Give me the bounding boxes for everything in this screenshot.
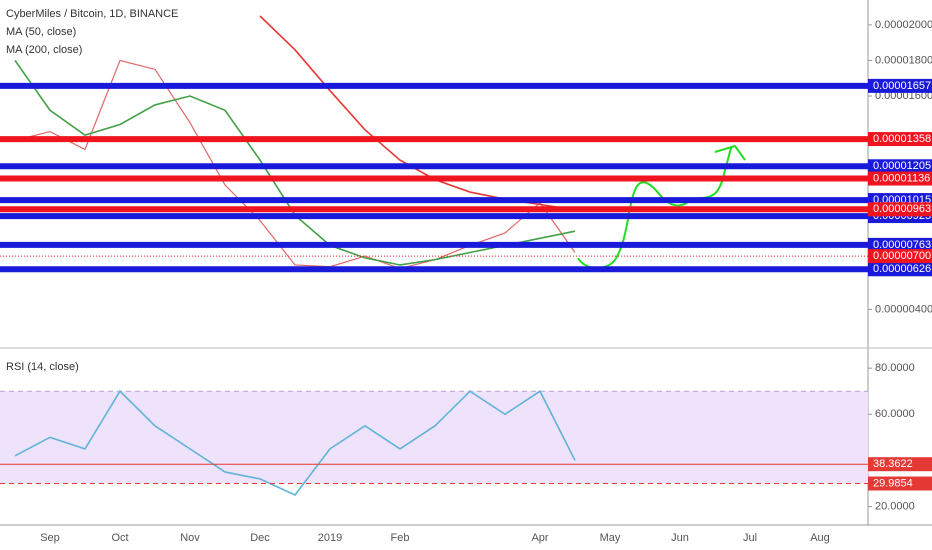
level-label-bg: [868, 457, 932, 472]
series-line: [14, 389, 576, 497]
x-tick-label: Jul: [743, 532, 757, 544]
legend-entry: MA (200, close): [6, 44, 82, 56]
level-label: 0.00000626: [873, 263, 931, 275]
y-tick-label: 60.0000: [875, 408, 915, 420]
level-label: 0.00001136: [873, 172, 930, 184]
level-label: 38.3622: [873, 458, 913, 470]
x-tick-label: May: [600, 532, 621, 544]
series-line: [14, 59, 576, 270]
level-label: 0.00001358: [873, 133, 931, 145]
level-label: 0.00001657: [873, 80, 931, 92]
level-label: 0.00000763: [873, 239, 931, 251]
level-label: 0.00000700: [873, 250, 931, 262]
x-tick-label: Feb: [391, 532, 410, 544]
level-label-bg: [868, 132, 932, 147]
rsi-band: [0, 391, 868, 484]
level-label-bg: [868, 249, 932, 264]
x-tick-label: Dec: [250, 532, 270, 544]
level-label: 29.9854: [873, 477, 913, 489]
level-label-bg: [868, 78, 932, 93]
rsi-title: RSI (14, close): [6, 361, 79, 373]
chart-title: CyberMiles / Bitcoin, 1D, BINANCE: [6, 8, 178, 20]
x-tick-label: 2019: [318, 532, 342, 544]
legend-entry: MA (50, close): [6, 26, 76, 38]
level-label-bg: [868, 262, 932, 277]
x-tick-label: Sep: [40, 532, 60, 544]
x-tick-label: Jun: [671, 532, 689, 544]
x-tick-label: Nov: [180, 532, 200, 544]
y-tick-label: 80.0000: [875, 362, 915, 374]
y-tick-label: 0.00000400: [875, 303, 932, 315]
drawn-arrow: [577, 144, 746, 269]
x-tick-label: Oct: [111, 532, 128, 544]
level-label: 0.00001205: [873, 160, 931, 172]
x-tick-label: Apr: [531, 532, 548, 544]
y-tick-label: 0.00001600: [875, 90, 932, 102]
y-tick-label: 0.00001800: [875, 54, 932, 66]
level-label-bg: [868, 237, 932, 252]
level-label-bg: [868, 202, 932, 217]
level-label-bg: [868, 476, 932, 491]
level-label-bg: [868, 171, 932, 186]
y-tick-label: 20.0000: [875, 500, 915, 512]
level-label: 0.00000963: [873, 203, 931, 215]
y-tick-label: 0.00002000: [875, 19, 932, 31]
x-tick-label: Aug: [810, 532, 830, 544]
level-label-bg: [868, 159, 932, 174]
